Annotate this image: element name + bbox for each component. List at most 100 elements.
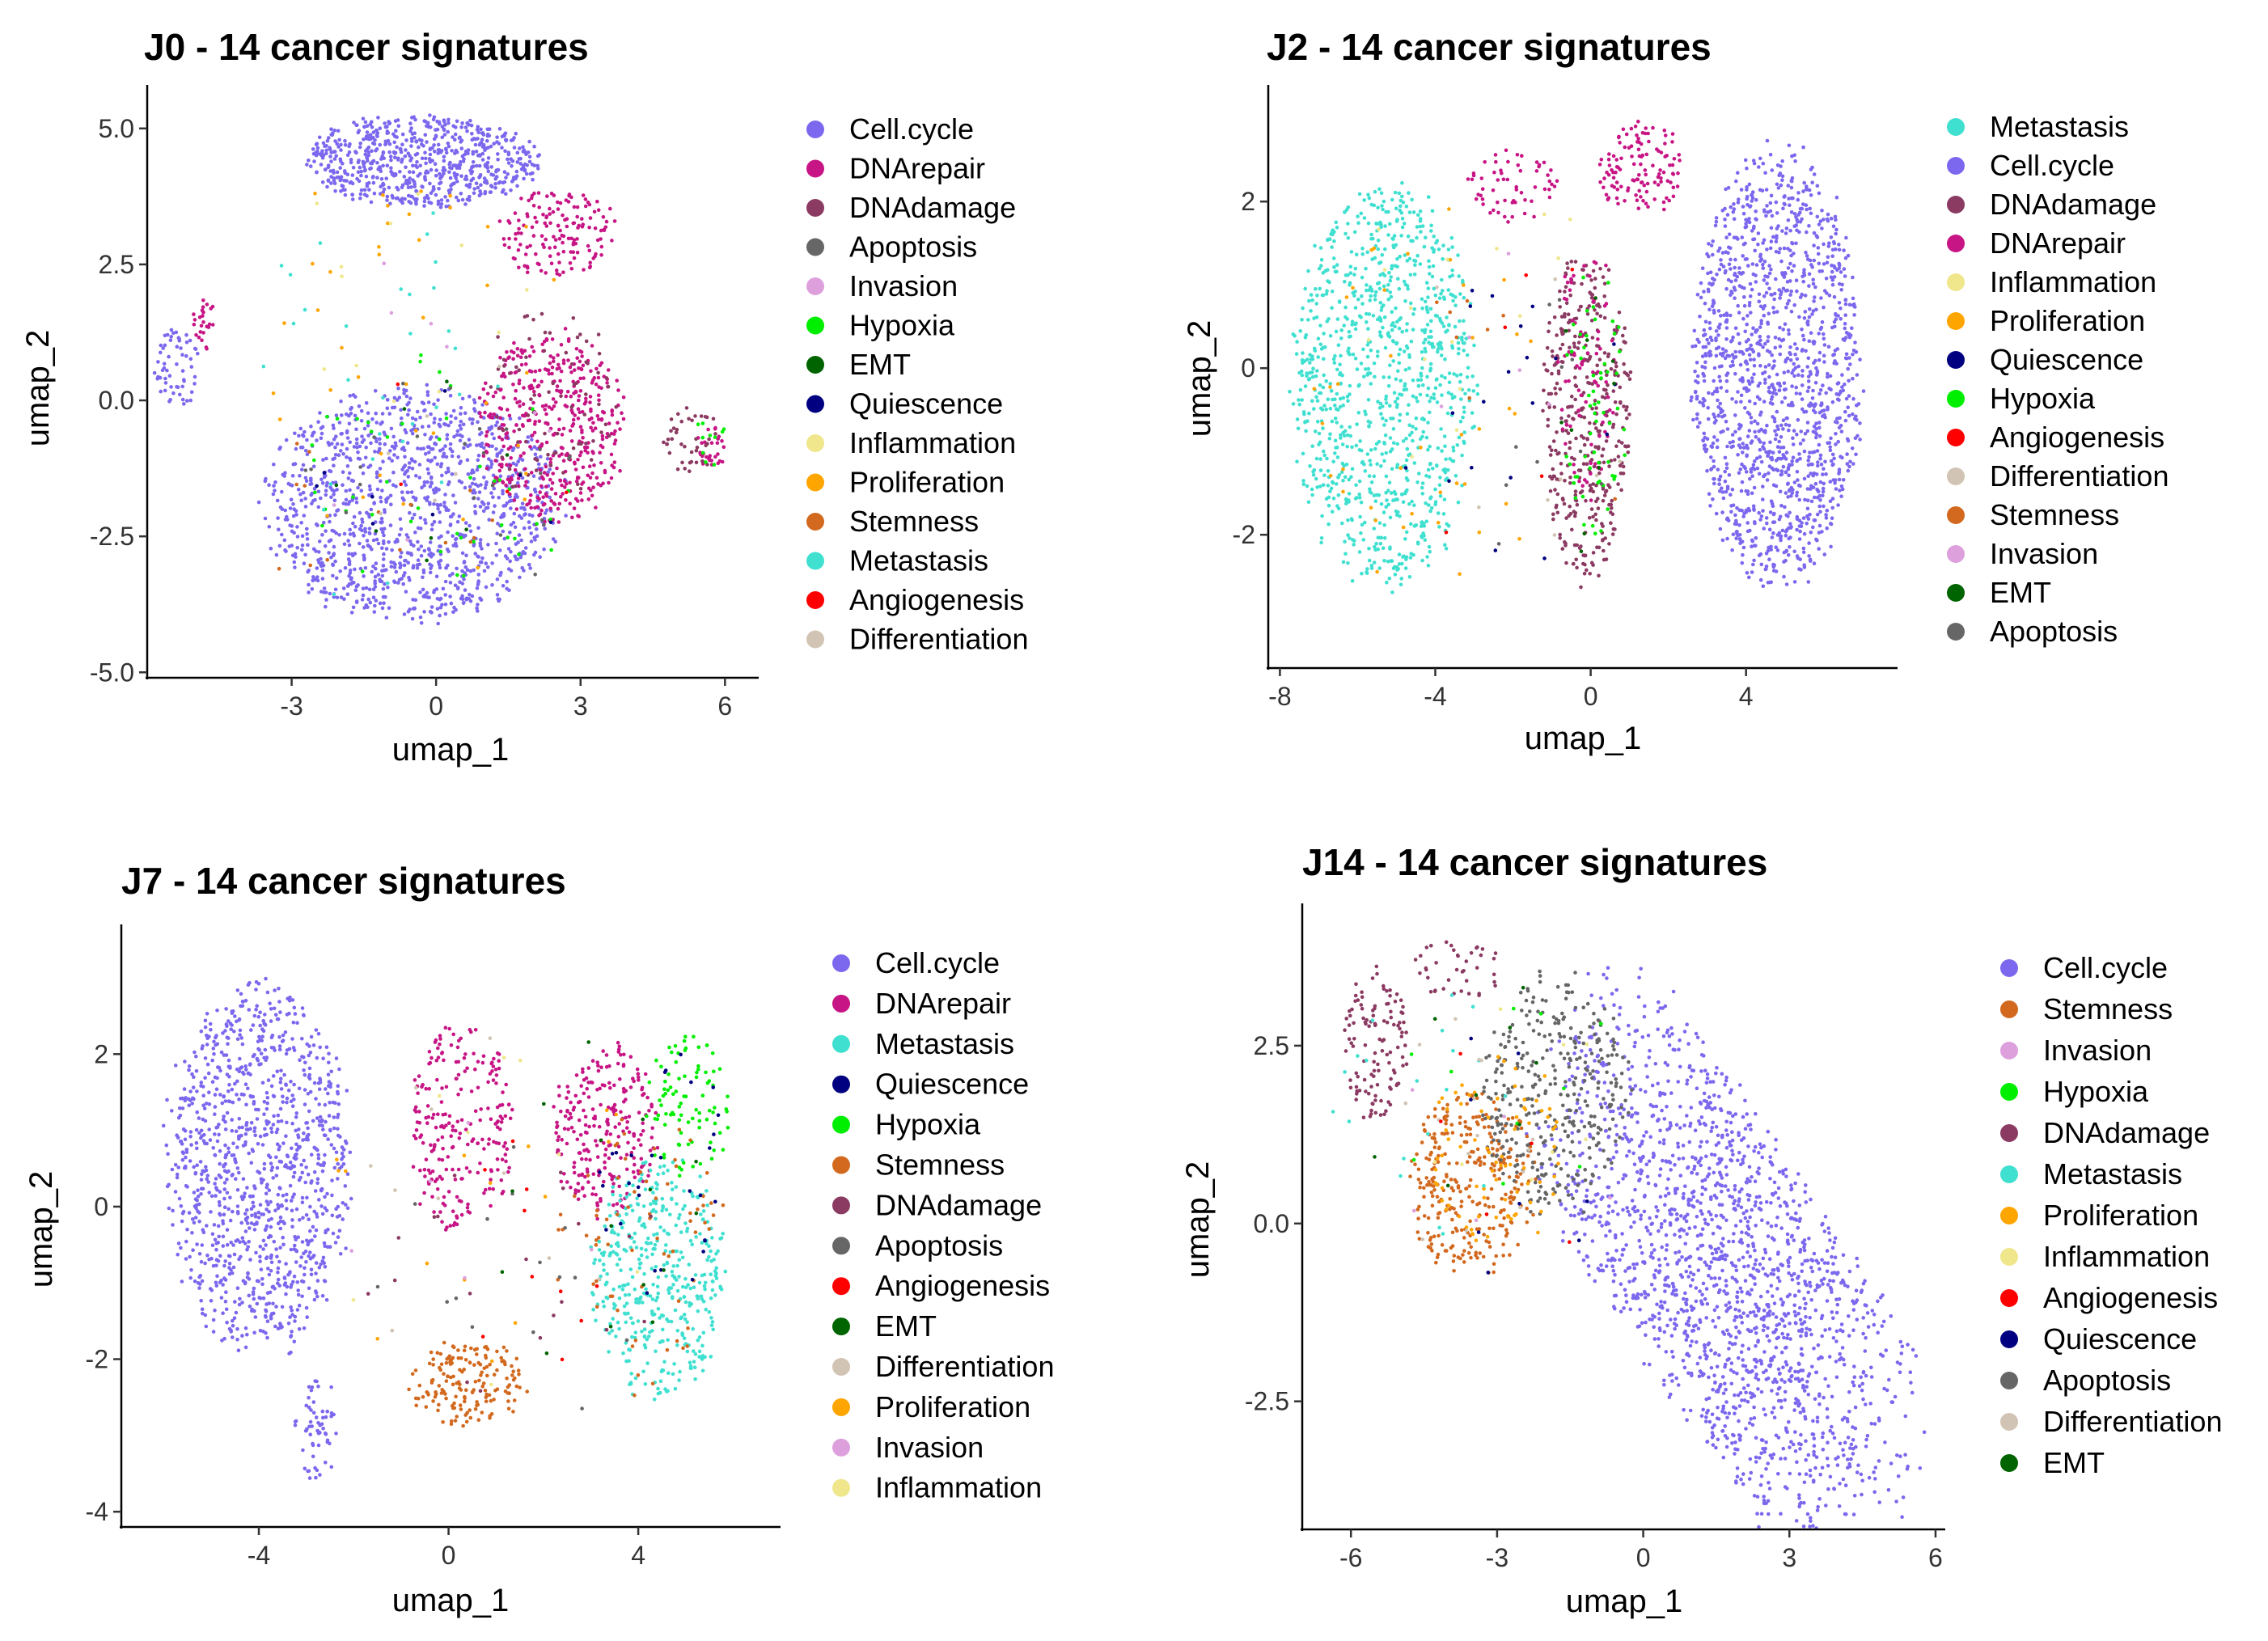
point-cell-cycle xyxy=(400,132,405,137)
point-cell-cycle xyxy=(1811,473,1815,478)
point-dnarepair xyxy=(532,389,536,394)
point-metastasis xyxy=(1368,459,1372,463)
point-dnarepair xyxy=(581,193,586,197)
point-cell-cycle xyxy=(304,479,309,483)
point-cell-cycle xyxy=(410,467,415,471)
point-hypoxia xyxy=(310,443,315,447)
point-dnarepair xyxy=(539,269,544,273)
point-metastasis xyxy=(1372,560,1377,565)
point-metastasis xyxy=(1326,397,1331,402)
point-dnarepair xyxy=(561,249,566,254)
point-cell-cycle xyxy=(465,458,470,463)
point-cell-cycle xyxy=(1763,171,1767,176)
point-cell-cycle xyxy=(459,405,463,410)
point-cell-cycle xyxy=(348,440,353,445)
point-dnarepair xyxy=(500,374,504,379)
point-metastasis xyxy=(1428,368,1432,373)
point-cell-cycle xyxy=(418,516,423,520)
point-metastasis xyxy=(1327,522,1331,527)
point-cell-cycle xyxy=(463,202,468,206)
point-dnarepair xyxy=(576,458,580,462)
point-cell-cycle xyxy=(476,582,480,586)
point-cell-cycle xyxy=(448,446,453,451)
point-dnarepair xyxy=(534,252,538,256)
point-dnarepair xyxy=(501,395,506,400)
point-cell-cycle xyxy=(482,476,486,480)
point-dnarepair xyxy=(569,195,573,200)
point-cell-cycle xyxy=(1730,397,1734,401)
point-dnarepair xyxy=(513,256,517,261)
point-dnarepair xyxy=(537,513,541,518)
point-cell-cycle xyxy=(1830,282,1835,287)
point-metastasis xyxy=(1404,204,1409,209)
point-cell-cycle xyxy=(359,188,364,192)
point-emt xyxy=(429,536,434,540)
point-metastasis xyxy=(1317,266,1322,271)
point-cell-cycle xyxy=(360,520,365,524)
point-dnarepair xyxy=(544,421,548,425)
point-dnarepair xyxy=(201,298,205,302)
point-cell-cycle xyxy=(378,442,383,446)
x-tick-label: 3 xyxy=(573,692,588,721)
point-cell-cycle xyxy=(370,176,375,180)
point-cell-cycle xyxy=(409,542,413,547)
point-metastasis xyxy=(1364,412,1368,417)
point-cell-cycle xyxy=(351,479,356,483)
point-invasion xyxy=(332,503,336,507)
point-cell-cycle xyxy=(1748,357,1753,362)
point-metastasis xyxy=(1341,479,1345,483)
point-cell-cycle xyxy=(1785,288,1790,293)
point-metastasis xyxy=(408,292,412,297)
point-metastasis xyxy=(1372,493,1377,497)
point-cell-cycle xyxy=(362,606,366,610)
point-metastasis xyxy=(1411,312,1415,316)
point-cell-cycle xyxy=(335,442,340,446)
point-cell-cycle xyxy=(409,126,413,130)
point-cell-cycle xyxy=(1843,326,1847,331)
point-cell-cycle xyxy=(512,511,517,516)
point-dnarepair xyxy=(527,418,532,422)
point-cell-cycle xyxy=(1745,571,1750,575)
point-dnarepair xyxy=(517,265,521,270)
point-metastasis xyxy=(1461,278,1465,283)
point-cell-cycle xyxy=(500,513,505,518)
point-cell-cycle xyxy=(269,546,273,551)
point-dnarepair xyxy=(581,363,586,368)
point-cell-cycle xyxy=(1754,434,1758,439)
point-dnarepair xyxy=(567,192,572,197)
point-dnarepair xyxy=(525,212,529,216)
point-dnarepair xyxy=(492,412,497,417)
point-cell-cycle xyxy=(528,171,533,176)
point-cell-cycle xyxy=(461,601,466,606)
point-dnarepair xyxy=(552,193,556,197)
point-cell-cycle xyxy=(1749,441,1754,445)
point-dnadamage xyxy=(542,349,547,353)
point-cell-cycle xyxy=(513,554,518,559)
point-metastasis xyxy=(1415,540,1420,545)
point-cell-cycle xyxy=(493,186,497,190)
point-metastasis xyxy=(1318,383,1322,387)
point-metastasis xyxy=(344,324,349,328)
point-dnarepair xyxy=(501,423,506,427)
point-metastasis xyxy=(1393,400,1398,404)
point-differentiation xyxy=(433,498,437,503)
point-dnarepair xyxy=(568,429,573,433)
point-metastasis xyxy=(1400,217,1405,221)
point-dnarepair xyxy=(601,215,606,219)
point-cell-cycle xyxy=(1733,272,1737,276)
point-cell-cycle xyxy=(1805,506,1810,511)
point-metastasis xyxy=(1301,482,1306,487)
point-cell-cycle xyxy=(407,466,412,470)
point-cell-cycle xyxy=(478,596,482,601)
point-cell-cycle xyxy=(398,565,403,570)
point-hypoxia xyxy=(335,417,340,421)
point-cell-cycle xyxy=(1811,309,1816,313)
point-differentiation xyxy=(425,414,429,418)
point-cell-cycle xyxy=(1730,433,1735,437)
point-cell-cycle xyxy=(1720,490,1725,494)
point-cell-cycle xyxy=(388,523,393,527)
point-cell-cycle xyxy=(413,417,418,422)
point-cell-cycle xyxy=(1714,511,1719,516)
point-hypoxia xyxy=(437,437,442,442)
point-cell-cycle xyxy=(339,148,343,152)
